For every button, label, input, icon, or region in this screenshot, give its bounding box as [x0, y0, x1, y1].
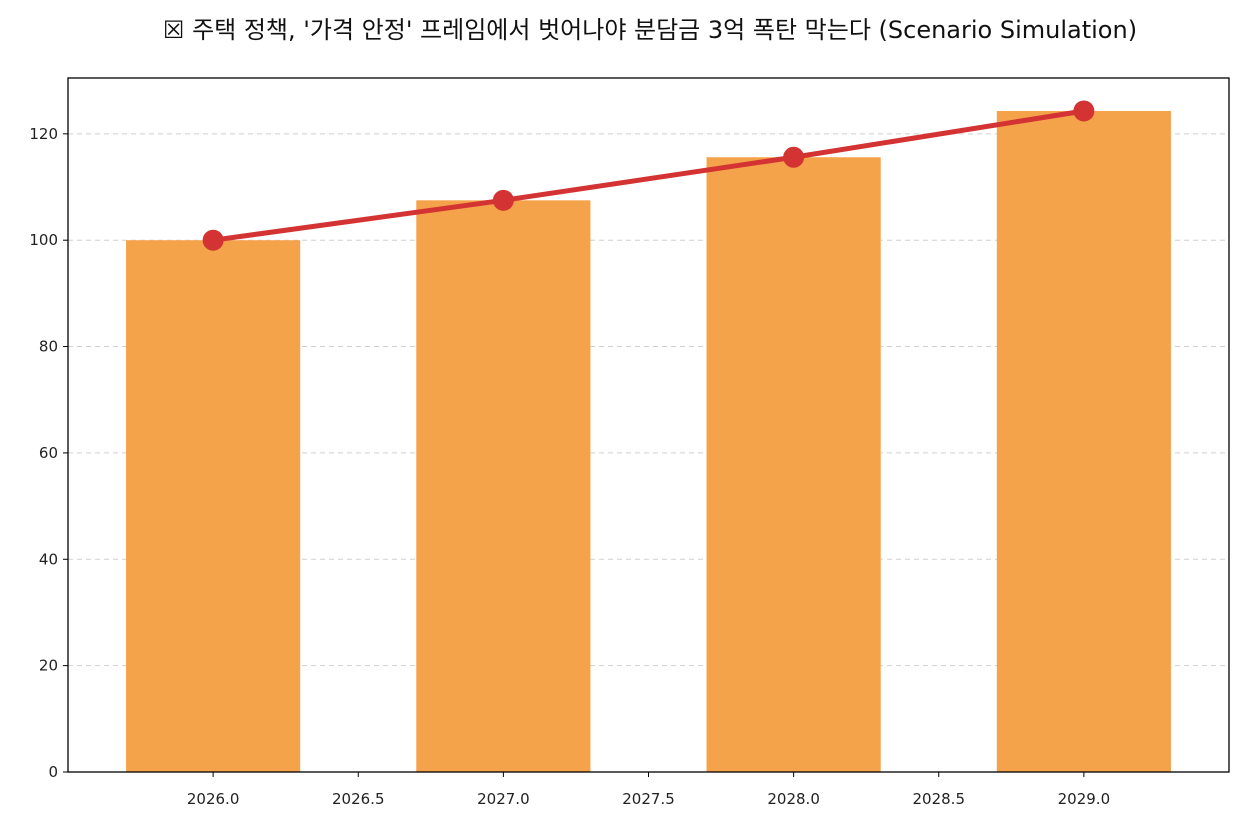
series-point: [1073, 100, 1095, 122]
x-tick-label: 2028.0: [767, 790, 820, 808]
x-tick-label: 2027.0: [477, 790, 530, 808]
bar: [126, 240, 301, 773]
y-tick-label: 80: [39, 338, 58, 356]
series-line: [212, 108, 1085, 243]
series-point: [202, 229, 224, 251]
x-tick-label: 2027.5: [622, 790, 675, 808]
y-axis: 0 20 40 60 80 100 120: [29, 125, 68, 781]
x-axis: 2026.0 2026.5 2027.0 2027.5 2028.0 2028.5 2029…: [187, 772, 1110, 808]
line-series: [202, 100, 1095, 251]
series-point: [492, 189, 514, 211]
y-tick-label: 40: [39, 550, 58, 568]
bar: [706, 157, 881, 773]
chart-title: ☒ 주택 정책, '가격 안정' 프레임에서 벗어나야 분담금 3억 폭탄 막는…: [163, 16, 1137, 44]
x-tick-label: 2026.0: [187, 790, 240, 808]
y-tick-label: 120: [29, 125, 58, 143]
y-tick-label: 0: [48, 763, 58, 781]
bars: [126, 110, 1171, 773]
x-tick-label: 2028.5: [913, 790, 966, 808]
x-tick-label: 2026.5: [332, 790, 385, 808]
x-tick-label: 2029.0: [1058, 790, 1111, 808]
bar: [996, 110, 1171, 772]
series-point: [783, 146, 805, 168]
y-tick-label: 100: [29, 231, 58, 249]
bar: [416, 200, 591, 772]
y-tick-label: 60: [39, 444, 58, 462]
y-tick-label: 20: [39, 657, 58, 675]
